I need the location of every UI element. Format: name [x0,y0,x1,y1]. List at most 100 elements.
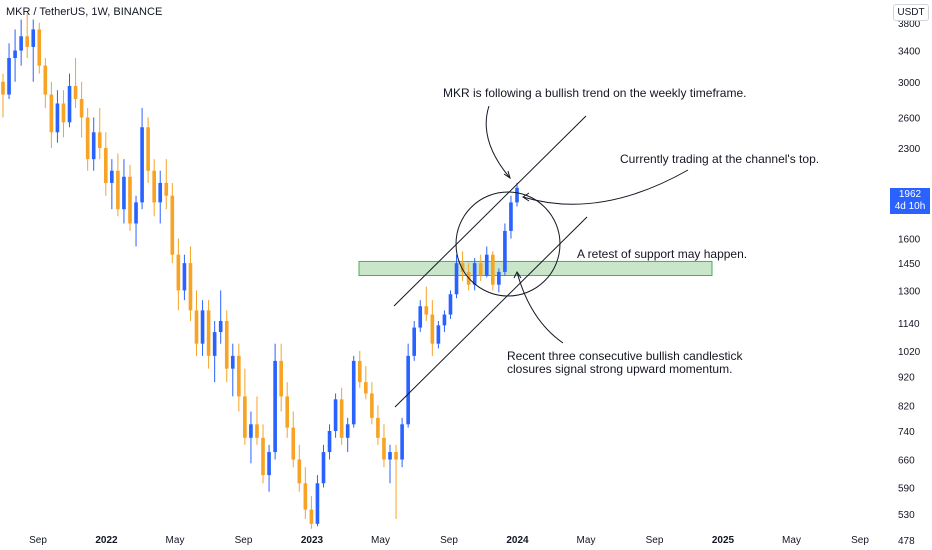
candle[interactable] [448,290,453,319]
candle[interactable] [382,424,386,468]
currency-selector[interactable]: USDT [893,4,929,21]
candle[interactable] [128,164,132,231]
candle[interactable] [460,251,465,281]
candle[interactable] [255,396,259,445]
candle[interactable] [454,254,459,299]
candle[interactable] [490,251,495,291]
candle[interactable] [503,223,507,276]
candle[interactable] [261,424,265,484]
candle-body [79,98,84,118]
candle[interactable] [285,382,290,438]
candle[interactable] [164,159,169,210]
candle[interactable] [67,73,72,128]
channel-lower-line[interactable] [394,216,588,408]
candle[interactable] [49,81,54,149]
candle[interactable] [25,13,30,58]
candle[interactable] [158,170,163,224]
channel-upper-line[interactable] [393,115,587,307]
candle[interactable] [188,246,193,321]
candle[interactable] [97,108,102,160]
candle[interactable] [394,444,398,519]
candle[interactable] [122,159,126,224]
candle[interactable] [327,424,332,460]
candle[interactable] [273,343,277,460]
candle[interactable] [43,57,48,109]
candle[interactable] [218,290,223,344]
candle[interactable] [91,117,96,171]
candle[interactable] [400,417,404,468]
candle[interactable] [309,496,314,529]
candle[interactable] [194,290,199,356]
candle[interactable] [73,57,78,109]
candle[interactable] [351,355,356,428]
time-tick-label: May [782,535,801,546]
candle-body [454,263,459,295]
candle[interactable] [110,159,114,210]
highlight-circle[interactable] [455,191,561,297]
candle[interactable] [424,286,429,321]
candle[interactable] [267,444,271,492]
candle[interactable] [176,238,181,311]
candle[interactable] [13,29,17,82]
candle[interactable] [436,320,441,349]
candle[interactable] [85,108,90,171]
candle[interactable] [182,254,187,301]
candle[interactable] [364,366,368,400]
candle[interactable] [321,444,326,488]
candle[interactable] [412,320,417,361]
candle[interactable] [333,393,338,438]
candle[interactable] [237,343,241,412]
candle[interactable] [1,73,5,118]
candle-body [406,355,410,425]
candle[interactable] [291,411,296,468]
candle[interactable] [7,43,11,99]
candle[interactable] [31,19,36,82]
candle[interactable] [206,300,211,369]
candle[interactable] [116,153,120,217]
candle[interactable] [388,444,392,484]
candle[interactable] [303,467,308,519]
candle[interactable] [418,300,423,333]
candle[interactable] [472,258,477,291]
candle[interactable] [509,195,513,239]
candle[interactable] [170,182,175,264]
candle[interactable] [345,417,350,453]
candle-body [497,271,501,285]
candle[interactable] [297,444,302,492]
candle-body [43,65,48,95]
candle[interactable] [497,268,501,293]
candle[interactable] [357,350,362,388]
candle-body [19,36,23,51]
candle[interactable] [212,320,217,383]
candle[interactable] [224,310,229,383]
candle[interactable] [152,159,156,217]
candle[interactable] [140,108,144,210]
candle[interactable] [339,387,344,445]
candle[interactable] [315,475,320,527]
candle[interactable] [230,343,235,397]
candle[interactable] [442,310,447,333]
candle[interactable] [243,368,247,445]
candle[interactable] [19,19,23,66]
candle-body [13,50,17,58]
candle[interactable] [370,382,374,425]
candle[interactable] [103,132,108,196]
candle[interactable] [406,343,410,428]
candle[interactable] [134,195,138,247]
candle[interactable] [146,117,150,183]
candle[interactable] [484,246,489,278]
candle[interactable] [478,254,483,281]
candle[interactable] [61,90,66,138]
candle[interactable] [200,300,205,356]
candle[interactable] [79,81,84,138]
candle-body [176,254,181,291]
candle[interactable] [279,343,283,412]
candle[interactable] [430,300,435,356]
candle[interactable] [55,90,60,143]
candle[interactable] [376,405,380,445]
candle[interactable] [249,411,253,464]
candle[interactable] [37,22,42,74]
candle[interactable] [515,182,519,207]
annotation-trend: MKR is following a bullish trend on the … [443,86,747,100]
